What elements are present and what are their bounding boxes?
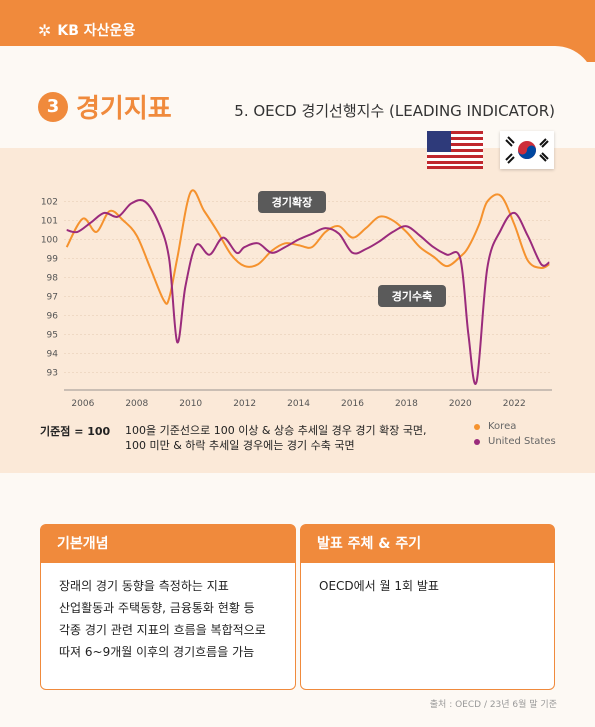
baseline-note: 100을 기준선으로 100 이상 & 상승 추세일 경우 경기 확장 국면, … bbox=[125, 423, 427, 453]
annotation-expansion-label: 경기확장 bbox=[272, 195, 312, 209]
legend-item-korea: Korea bbox=[474, 421, 556, 432]
content-card bbox=[0, 46, 595, 146]
concept-box-body: 장래의 경기 동향을 측정하는 지표 산업활동과 주택동향, 금융통화 현황 등… bbox=[41, 563, 295, 663]
y-tick-label: 95 bbox=[47, 331, 58, 341]
baseline-note-line2: 100 미만 & 하락 추세일 경우에는 경기 수축 국면 bbox=[125, 439, 355, 452]
annotation-contraction-label: 경기수축 bbox=[392, 289, 432, 303]
us-dot-icon bbox=[474, 438, 480, 445]
concept-box-title: 기본개념 bbox=[41, 525, 295, 563]
concept-line: 산업활동과 주택동향, 금융통화 현황 등 bbox=[59, 601, 255, 615]
y-tick-label: 96 bbox=[47, 312, 59, 322]
legend-item-us: United States bbox=[474, 436, 556, 447]
concept-line: 각종 경기 관련 지표의 흐름을 복합적으로 bbox=[59, 623, 266, 637]
baseline-key: 기준점 = 100 bbox=[40, 425, 111, 438]
y-tick-label: 98 bbox=[47, 274, 59, 284]
y-axis-ticks: 93 94 95 96 97 98 99 100 101 102 bbox=[41, 198, 58, 379]
legend-label-us: United States bbox=[488, 436, 556, 447]
y-tick-label: 94 bbox=[47, 350, 59, 360]
chart-legend: Korea United States bbox=[474, 421, 556, 451]
x-axis-ticks: 2006 2008 2010 2012 2014 2016 2018 2020 2022 bbox=[71, 399, 525, 409]
concept-line: 장래의 경기 동향을 측정하는 지표 bbox=[59, 579, 229, 593]
x-tick-label: 2010 bbox=[179, 399, 202, 409]
chart-subtitle: 5. OECD 경기선행지수 (LEADING INDICATOR) bbox=[234, 102, 555, 120]
brand-name: KB 자산운용 bbox=[57, 23, 136, 39]
x-tick-label: 2022 bbox=[503, 399, 526, 409]
publisher-box: 발표 주체 & 주기 OECD에서 월 1회 발표 bbox=[300, 524, 555, 690]
kb-star-icon: ✲ bbox=[38, 20, 52, 40]
y-tick-label: 101 bbox=[41, 217, 58, 227]
x-tick-label: 2012 bbox=[233, 399, 256, 409]
y-tick-label: 100 bbox=[41, 236, 58, 246]
brand-logo: ✲ KB 자산운용 bbox=[38, 20, 135, 40]
y-tick-label: 102 bbox=[41, 198, 58, 208]
x-tick-label: 2006 bbox=[71, 399, 94, 409]
publisher-line: OECD에서 월 1회 발표 bbox=[319, 579, 439, 593]
x-tick-label: 2020 bbox=[449, 399, 472, 409]
concept-line: 따져 6~9개월 이후의 경기흐름을 가늠 bbox=[59, 645, 255, 659]
series-line-korea bbox=[65, 189, 550, 305]
publisher-box-body: OECD에서 월 1회 발표 bbox=[301, 563, 554, 597]
annotation-expansion: 경기확장 bbox=[258, 191, 326, 213]
y-tick-label: 93 bbox=[47, 369, 58, 379]
y-tick-label: 97 bbox=[47, 293, 58, 303]
series-line-us bbox=[66, 199, 550, 385]
source-note: 출처 : OECD / 23년 6월 말 기준 bbox=[429, 700, 557, 710]
concept-box: 기본개념 장래의 경기 동향을 측정하는 지표 산업활동과 주택동향, 금융통화… bbox=[40, 524, 296, 690]
publisher-box-title: 발표 주체 & 주기 bbox=[301, 525, 554, 563]
y-tick-label: 99 bbox=[47, 255, 59, 265]
chart-series bbox=[65, 189, 550, 385]
x-tick-label: 2016 bbox=[341, 399, 364, 409]
korea-flag-icon bbox=[500, 131, 554, 169]
annotation-contraction: 경기수축 bbox=[378, 285, 446, 307]
korea-dot-icon bbox=[474, 423, 480, 430]
x-tick-label: 2014 bbox=[287, 399, 310, 409]
x-tick-label: 2018 bbox=[395, 399, 418, 409]
section-number-badge: 3 bbox=[38, 92, 68, 122]
x-tick-label: 2008 bbox=[125, 399, 148, 409]
leading-indicator-chart: 93 94 95 96 97 98 99 100 101 102 2006 2008 2010 2012… bbox=[41, 189, 552, 409]
legend-label-korea: Korea bbox=[488, 421, 517, 432]
section-title: 경기지표 bbox=[76, 94, 172, 124]
us-flag-icon bbox=[427, 131, 483, 169]
baseline-note-line1: 100을 기준선으로 100 이상 & 상승 추세일 경우 경기 확장 국면, bbox=[125, 424, 427, 437]
